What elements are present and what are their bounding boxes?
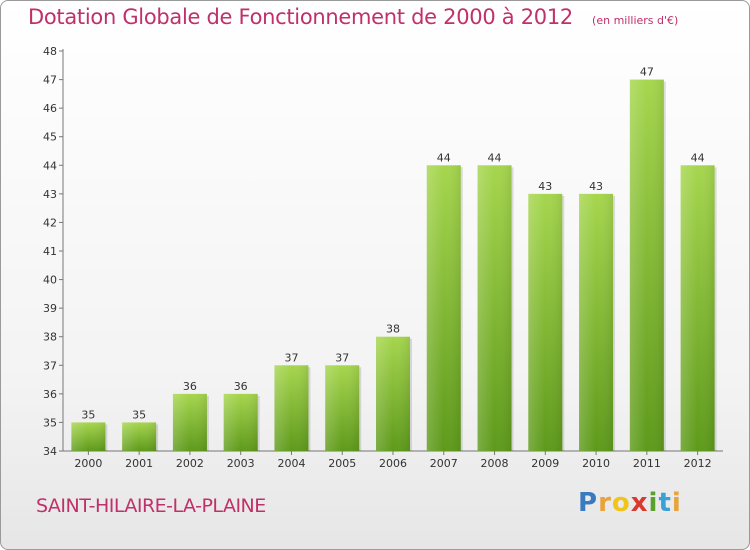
- data-label: 43: [538, 180, 552, 193]
- data-label: 35: [132, 408, 146, 421]
- data-label: 44: [437, 151, 451, 164]
- logo-letter: r: [598, 488, 612, 518]
- y-tick-label: 39: [43, 302, 57, 315]
- x-tick-label: 2011: [633, 457, 661, 470]
- x-tick-label: 2005: [328, 457, 356, 470]
- bar-highlight: [223, 393, 258, 451]
- y-tick-label: 45: [43, 131, 57, 144]
- x-tick-label: 2000: [74, 457, 102, 470]
- x-tick-label: 2006: [379, 457, 407, 470]
- bar-highlight: [477, 165, 512, 452]
- proxiti-logo: Proxiti: [578, 488, 682, 518]
- y-tick-label: 47: [43, 74, 57, 87]
- x-tick-label: 2009: [531, 457, 559, 470]
- y-tick-label: 43: [43, 188, 57, 201]
- bar-highlight: [376, 336, 410, 451]
- x-tick-label: 2004: [277, 457, 305, 470]
- data-label: 38: [386, 323, 400, 336]
- data-label: 37: [335, 351, 349, 364]
- title-row: Dotation Globale de Fonctionnement de 20…: [28, 5, 678, 29]
- logo-letter: t: [658, 488, 672, 518]
- data-label: 35: [81, 408, 95, 421]
- y-tick-label: 44: [43, 159, 57, 172]
- data-label: 43: [589, 180, 603, 193]
- y-tick-label: 37: [43, 359, 57, 372]
- bar-highlight: [325, 365, 360, 451]
- x-tick-label: 2010: [582, 457, 610, 470]
- bar-highlight: [122, 422, 157, 451]
- chart-subtitle: (en milliers d'€): [592, 14, 679, 27]
- data-label: 37: [284, 351, 298, 364]
- y-tick-label: 34: [43, 445, 57, 458]
- y-tick-label: 36: [43, 388, 57, 401]
- bar-highlight: [680, 165, 715, 452]
- data-label: 47: [640, 66, 654, 79]
- data-label: 44: [691, 151, 705, 164]
- y-tick-label: 48: [43, 45, 57, 58]
- logo-letter: o: [611, 488, 631, 518]
- x-tick-label: 2001: [125, 457, 153, 470]
- logo-letter: i: [648, 488, 659, 518]
- logo-letter: P: [578, 488, 599, 518]
- logo-letter: x: [630, 488, 649, 518]
- logo-letter: i: [671, 488, 682, 518]
- x-tick-label: 2002: [176, 457, 204, 470]
- y-tick-label: 41: [43, 245, 57, 258]
- data-label: 44: [488, 151, 502, 164]
- x-tick-label: 2008: [481, 457, 509, 470]
- bar-highlight: [528, 193, 563, 451]
- data-label: 36: [234, 380, 248, 393]
- commune-name: SAINT-HILAIRE-LA-PLAINE: [36, 495, 266, 517]
- bar-chart: 34 35 36 37 38 39 40 41 42 43 44 45 46 47 48 35 2000 35 20…: [43, 45, 723, 470]
- bar-highlight: [274, 365, 309, 451]
- y-tick-label: 35: [43, 416, 57, 429]
- bar-highlight: [172, 393, 207, 451]
- y-tick-label: 42: [43, 216, 57, 229]
- chart-title: Dotation Globale de Fonctionnement de 20…: [28, 5, 573, 29]
- x-tick-label: 2003: [227, 457, 255, 470]
- bar-highlight: [71, 422, 106, 451]
- x-tick-label: 2007: [430, 457, 458, 470]
- x-tick-label: 2012: [684, 457, 712, 470]
- y-tick-label: 46: [43, 102, 57, 115]
- y-tick-label: 38: [43, 331, 57, 344]
- bar-highlight: [426, 165, 461, 452]
- y-tick-label: 40: [43, 274, 57, 287]
- data-label: 36: [183, 380, 197, 393]
- bar-highlight: [579, 193, 614, 451]
- bar-highlight: [629, 79, 664, 452]
